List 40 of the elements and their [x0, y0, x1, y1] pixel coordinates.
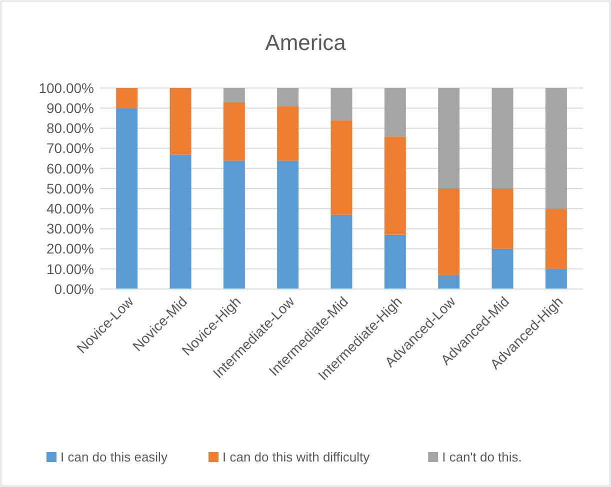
- bar: [330, 120, 352, 215]
- bar: [545, 208, 567, 269]
- bar: [492, 88, 514, 188]
- legend-label: I can't do this.: [442, 450, 522, 465]
- legend-label: I can do this easily: [60, 450, 168, 465]
- y-tick-label: 90.00%: [46, 100, 94, 116]
- bar: [384, 234, 406, 289]
- y-tick-label: 60.00%: [46, 160, 94, 176]
- bar: [545, 88, 567, 209]
- bar: [384, 136, 406, 235]
- bar: [116, 108, 138, 289]
- bar: [384, 88, 406, 136]
- y-tick-label: 30.00%: [46, 220, 94, 237]
- bar: [438, 274, 460, 289]
- bar: [492, 248, 514, 289]
- bar: [277, 88, 299, 106]
- y-tick-label: 80.00%: [46, 120, 94, 136]
- bar: [438, 88, 460, 188]
- y-tick-label: 70.00%: [46, 140, 94, 156]
- bar: [170, 88, 192, 154]
- y-tick-label: 10.00%: [46, 260, 94, 277]
- y-tick-label: 20.00%: [46, 240, 94, 257]
- y-tick-label: 40.00%: [46, 200, 94, 216]
- bar: [170, 154, 192, 289]
- chart-title: America: [265, 30, 347, 55]
- bar: [438, 188, 460, 275]
- y-tick-label: 100.00%: [38, 80, 94, 96]
- y-tick-label: 50.00%: [46, 180, 94, 196]
- bar: [277, 160, 299, 289]
- bar: [223, 88, 245, 102]
- bar: [277, 106, 299, 160]
- y-tick-label: 0.00%: [54, 280, 94, 297]
- bar: [116, 88, 138, 108]
- bar: [223, 102, 245, 160]
- bar: [223, 160, 245, 289]
- bar: [330, 214, 352, 289]
- bar: [545, 268, 567, 289]
- bar: [330, 88, 352, 120]
- bar: [492, 188, 514, 249]
- legend-label: I can do this with difficulty: [222, 450, 370, 465]
